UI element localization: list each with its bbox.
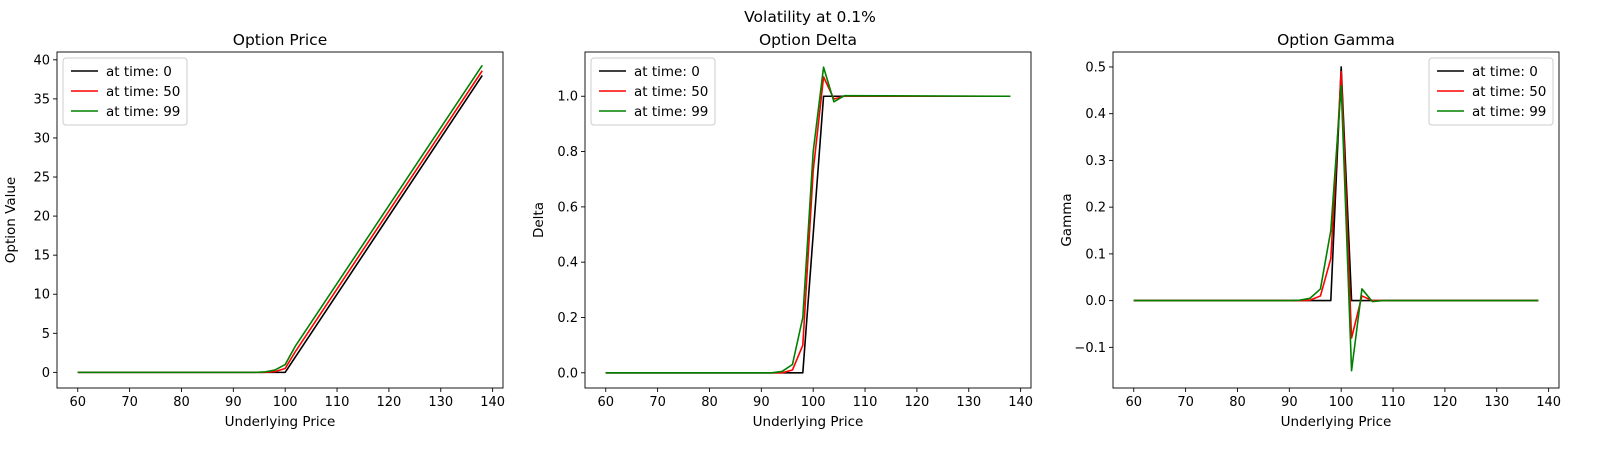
delta-xtick-label-3: 90 — [753, 395, 770, 410]
gamma-xtick-label-3: 90 — [1281, 395, 1298, 410]
gamma-xtick-label-0: 60 — [1125, 395, 1142, 410]
delta-legend-label-1: at time: 50 — [634, 84, 708, 100]
delta-ylabel: Delta — [531, 202, 547, 238]
delta-legend: at time: 0 at time: 50 at time: 99 — [590, 57, 716, 126]
price-legend-label-0: at time: 0 — [106, 64, 172, 80]
price-xtick-label-1: 70 — [121, 395, 138, 410]
delta-xlabel: Underlying Price — [753, 414, 864, 430]
delta-xtick-label-4: 100 — [801, 395, 826, 410]
gamma-ytick-label-0: −0.1 — [1074, 341, 1106, 356]
price-ytick-label-5: 25 — [33, 171, 50, 186]
price-title: Option Price — [233, 31, 327, 49]
delta-xtick-label-5: 110 — [853, 395, 878, 410]
price-ylabel: Option Value — [3, 177, 19, 263]
gamma-xtick-label-2: 80 — [1229, 395, 1246, 410]
delta-title: Option Delta — [759, 31, 857, 49]
delta-legend-label-0: at time: 0 — [634, 64, 700, 80]
gamma-legend-frame — [1428, 57, 1554, 126]
delta-xtick-label-2: 80 — [701, 395, 718, 410]
delta-ytick-label-1: 0.2 — [557, 311, 578, 326]
price-legend-label-2: at time: 99 — [106, 104, 180, 120]
gamma-xtick-label-1: 70 — [1177, 395, 1194, 410]
price-xtick-label-6: 120 — [376, 395, 401, 410]
gamma-ytick-label-1: 0.0 — [1085, 294, 1106, 309]
delta-axes-frame — [584, 51, 1032, 389]
price-ytick-label-3: 15 — [33, 249, 50, 264]
gamma-legend-label-1: at time: 50 — [1472, 84, 1546, 100]
gamma-ytick-label-3: 0.2 — [1085, 201, 1106, 216]
price-legend: at time: 0 at time: 50 at time: 99 — [62, 57, 188, 126]
delta-ytick-label-3: 0.6 — [557, 200, 578, 215]
panel-price: 60 70 80 90 100 110 120 130 140 0 5 10 15 20 25 30 35 40 O… — [3, 31, 505, 430]
gamma-series-line-2 — [1133, 84, 1539, 372]
delta-ytick-label-4: 0.8 — [557, 145, 578, 160]
price-ytick-label-0: 0 — [42, 366, 50, 381]
price-xtick-label-3: 90 — [225, 395, 242, 410]
price-ytick-label-7: 35 — [33, 92, 50, 107]
gamma-xtick-label-7: 130 — [1484, 395, 1509, 410]
gamma-legend-label-0: at time: 0 — [1472, 64, 1538, 80]
price-ytick-label-6: 30 — [33, 131, 50, 146]
delta-legend-label-2: at time: 99 — [634, 104, 708, 120]
gamma-axes-frame — [1112, 51, 1560, 389]
price-xtick-label-4: 100 — [273, 395, 298, 410]
delta-ytick-label-0: 0.0 — [557, 366, 578, 381]
delta-xtick-label-7: 130 — [956, 395, 981, 410]
delta-xtick-label-8: 140 — [1008, 395, 1033, 410]
panel-gamma: 60 70 80 90 100 110 120 130 140 −0.1 0.0 0.1 0.2 0.3 0… — [1059, 31, 1561, 430]
gamma-xtick-label-6: 120 — [1432, 395, 1457, 410]
price-xtick-label-5: 110 — [325, 395, 350, 410]
delta-series-line-2 — [605, 66, 1011, 374]
price-ytick-label-1: 5 — [42, 327, 50, 342]
gamma-ytick-label-4: 0.3 — [1085, 154, 1106, 169]
price-xlabel: Underlying Price — [225, 414, 336, 430]
price-ytick-label-8: 40 — [33, 53, 50, 68]
figure-suptitle: Volatility at 0.1% — [744, 8, 876, 26]
price-xtick-label-2: 80 — [173, 395, 190, 410]
price-legend-frame — [62, 57, 188, 126]
gamma-xtick-label-8: 140 — [1536, 395, 1561, 410]
delta-ytick-label-2: 0.4 — [557, 256, 578, 271]
gamma-title: Option Gamma — [1277, 31, 1395, 49]
gamma-ytick-label-2: 0.1 — [1085, 247, 1106, 262]
price-legend-label-1: at time: 50 — [106, 84, 180, 100]
price-ytick-label-4: 20 — [33, 210, 50, 225]
price-series-line-2 — [77, 64, 483, 374]
price-xtick-label-0: 60 — [69, 395, 86, 410]
gamma-xtick-label-4: 100 — [1329, 395, 1354, 410]
panel-delta: 60 70 80 90 100 110 120 130 140 0.0 0.2 0.4 0.6 0.8 1.… — [531, 31, 1033, 430]
price-axes-frame — [56, 51, 504, 389]
delta-xtick-label-0: 60 — [597, 395, 614, 410]
gamma-ylabel: Gamma — [1059, 193, 1075, 246]
gamma-legend: at time: 0 at time: 50 at time: 99 — [1428, 57, 1554, 126]
delta-ytick-label-5: 1.0 — [557, 90, 578, 105]
gamma-ytick-label-5: 0.4 — [1085, 107, 1106, 122]
gamma-xlabel: Underlying Price — [1281, 414, 1392, 430]
price-xtick-label-8: 140 — [480, 395, 505, 410]
gamma-legend-label-2: at time: 99 — [1472, 104, 1546, 120]
delta-xtick-label-1: 70 — [649, 395, 666, 410]
gamma-xtick-label-5: 110 — [1381, 395, 1406, 410]
delta-legend-frame — [590, 57, 716, 126]
price-xtick-label-7: 130 — [428, 395, 453, 410]
gamma-ytick-label-6: 0.5 — [1085, 60, 1106, 75]
price-ytick-label-2: 10 — [33, 288, 50, 303]
delta-xtick-label-6: 120 — [904, 395, 929, 410]
